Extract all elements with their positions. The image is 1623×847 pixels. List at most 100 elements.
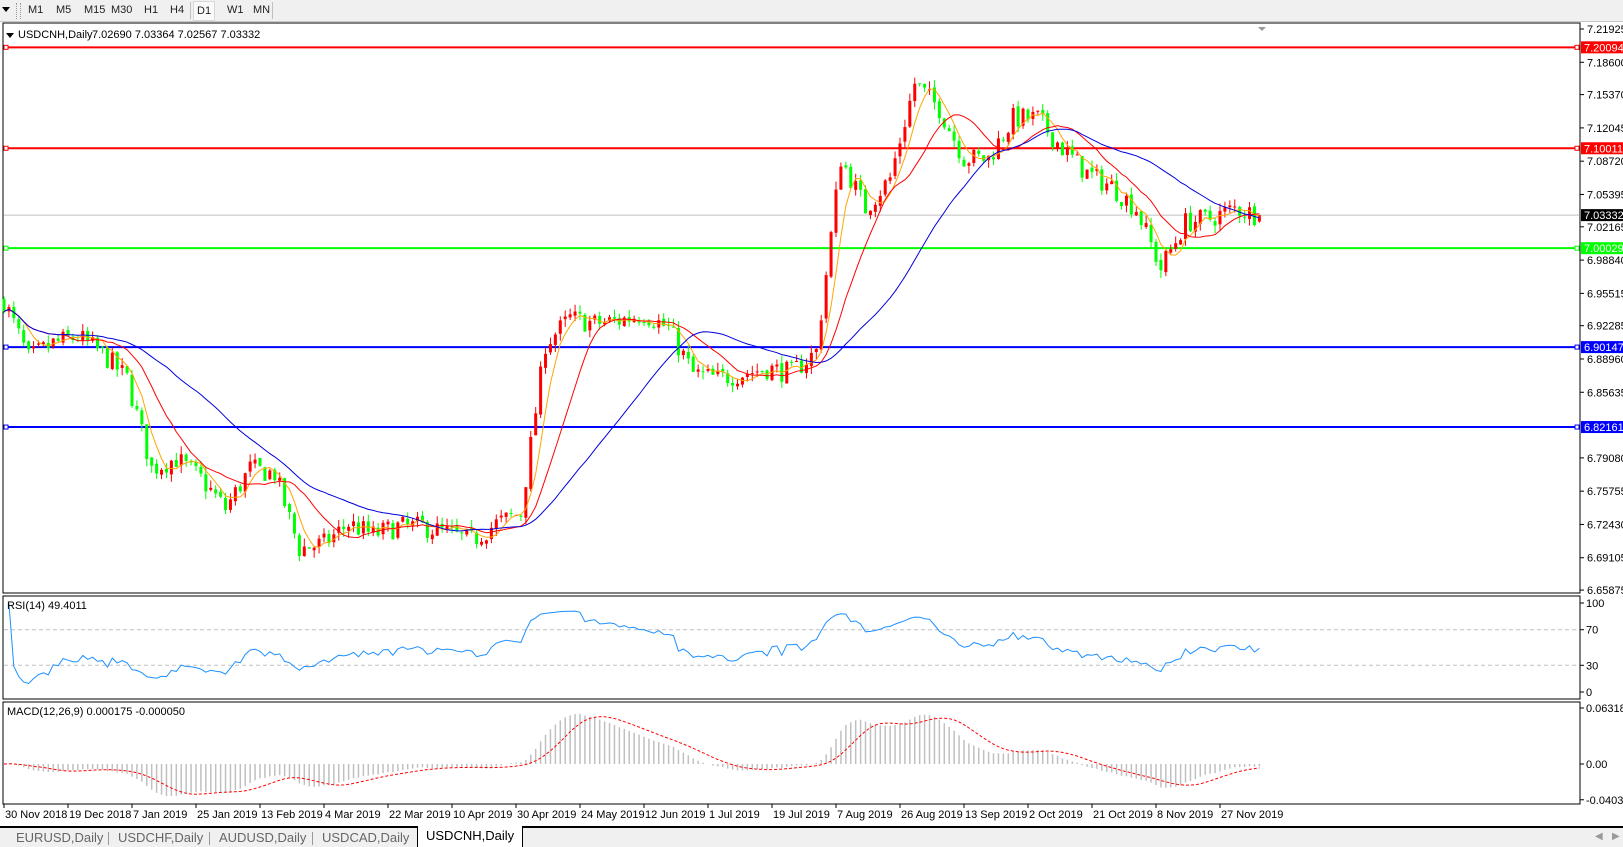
- candle-body: [947, 128, 951, 132]
- candle-body: [416, 516, 420, 522]
- candle-body: [41, 342, 45, 345]
- line-handle-right[interactable]: [1574, 44, 1580, 50]
- line-handle-right[interactable]: [1574, 344, 1580, 350]
- candle: [1060, 141, 1064, 156]
- candle: [918, 83, 922, 87]
- timeframe-m5[interactable]: M5: [56, 4, 72, 16]
- candle: [568, 308, 572, 320]
- scroll-left-icon[interactable]: ◀: [1595, 831, 1603, 842]
- timeframe-mn[interactable]: MN: [253, 4, 271, 16]
- candle-body: [642, 321, 646, 323]
- candle: [22, 324, 26, 347]
- candle-body: [219, 491, 223, 497]
- candle-body: [883, 180, 887, 195]
- toolbar-grip-handle[interactable]: [16, 3, 21, 19]
- collapse-triangle-icon[interactable]: [6, 33, 14, 38]
- candle: [135, 400, 139, 412]
- candle-body: [716, 370, 720, 375]
- candle: [248, 454, 252, 477]
- tab-usdcad[interactable]: USDCAD,Daily: [322, 830, 410, 845]
- line-handle-left[interactable]: [3, 245, 9, 251]
- candle: [91, 331, 95, 343]
- candle-body: [1036, 110, 1040, 112]
- candle: [849, 163, 853, 189]
- timeframe-h1[interactable]: H1: [144, 4, 159, 16]
- line-handle-left[interactable]: [3, 44, 9, 50]
- candle-body: [1095, 168, 1099, 171]
- candle-body: [214, 489, 218, 494]
- candle-body: [740, 377, 744, 385]
- chart-shift-marker-icon[interactable]: [1258, 27, 1266, 31]
- candle-body: [1060, 142, 1064, 156]
- price-tick-label: 7.08720: [1587, 156, 1623, 168]
- candle-body: [676, 328, 680, 356]
- candle-body: [91, 337, 95, 341]
- price-tick-label: 7.15370: [1587, 90, 1623, 102]
- candle: [155, 459, 159, 479]
- chart-tab-bar: EURUSD,Daily USDCHF,Daily AUDUSD,Daily U…: [0, 826, 1623, 847]
- scroll-right-icon[interactable]: ▶: [1612, 831, 1620, 842]
- rsi-tick-label: 30: [1586, 660, 1598, 672]
- macd-panel-frame[interactable]: [2, 701, 1581, 805]
- candle-body: [1075, 154, 1079, 156]
- line-handle-right[interactable]: [1574, 145, 1580, 151]
- timeframe-m1[interactable]: M1: [28, 4, 44, 16]
- candle: [972, 148, 976, 167]
- tab-audusd[interactable]: AUDUSD,Daily: [219, 830, 307, 845]
- main-chart-frame[interactable]: [2, 22, 1581, 594]
- tab-usdchf[interactable]: USDCHF,Daily: [118, 830, 204, 845]
- candle: [1193, 215, 1197, 237]
- rsi-panel-frame[interactable]: [2, 595, 1581, 700]
- candle: [317, 535, 321, 554]
- candle-body: [1041, 109, 1045, 115]
- candle-body: [450, 526, 454, 528]
- candle-body: [859, 180, 863, 190]
- candle-body: [1188, 212, 1192, 232]
- timeframe-m30[interactable]: M30: [111, 4, 133, 16]
- timeframe-w1[interactable]: W1: [227, 4, 244, 16]
- candle: [1203, 208, 1207, 216]
- candle: [790, 359, 794, 367]
- candle-body: [386, 521, 390, 525]
- price-tick-label: 6.72430: [1587, 519, 1623, 531]
- candle-body: [337, 526, 341, 533]
- candle-body: [923, 83, 927, 88]
- candle-body: [612, 317, 616, 319]
- candle: [854, 173, 858, 196]
- timeframe-toolbar: M1 M5 M15 M30 H1 H4 D1 W1 MN: [0, 0, 1623, 22]
- macd-tick-label: 0.063184: [1586, 703, 1623, 715]
- candle-body: [1021, 108, 1025, 126]
- candle: [691, 354, 695, 373]
- timeframe-m15[interactable]: M15: [84, 4, 106, 16]
- candle-body: [376, 527, 380, 536]
- toolbar-dropdown-icon[interactable]: [2, 7, 10, 12]
- candle: [214, 485, 218, 498]
- candle-body: [622, 317, 626, 326]
- candle: [544, 347, 548, 374]
- line-handle-left[interactable]: [3, 424, 9, 430]
- tab-usdcnh[interactable]: USDCNH,Daily: [417, 826, 524, 847]
- candle: [583, 313, 587, 332]
- timeframe-h4[interactable]: H4: [170, 4, 185, 16]
- line-handle-right[interactable]: [1574, 245, 1580, 251]
- candle-body: [800, 360, 804, 373]
- candle: [228, 493, 232, 513]
- candle-body: [524, 487, 528, 518]
- line-handle-left[interactable]: [3, 344, 9, 350]
- line-handle-left[interactable]: [3, 145, 9, 151]
- candle: [297, 533, 301, 562]
- tab-eurusd[interactable]: EURUSD,Daily: [16, 830, 104, 845]
- line-handle-right[interactable]: [1574, 424, 1580, 430]
- candle: [1179, 238, 1183, 245]
- candle-body: [1248, 207, 1252, 220]
- candle-body: [731, 382, 735, 386]
- candle-body: [1159, 260, 1163, 271]
- candle-body: [583, 314, 587, 332]
- chart-window[interactable]: 7.21925 7.18600 7.15370 7.12045 7.08720 7.053…: [0, 0, 1623, 826]
- candle: [937, 98, 941, 124]
- date-tick-label: 25 Jan 2019: [197, 809, 258, 821]
- candle-body: [849, 166, 853, 188]
- price-label-text: 6.90147: [1584, 342, 1623, 354]
- timeframe-d1[interactable]: D1: [193, 1, 216, 21]
- toolbar-separator: [190, 2, 191, 19]
